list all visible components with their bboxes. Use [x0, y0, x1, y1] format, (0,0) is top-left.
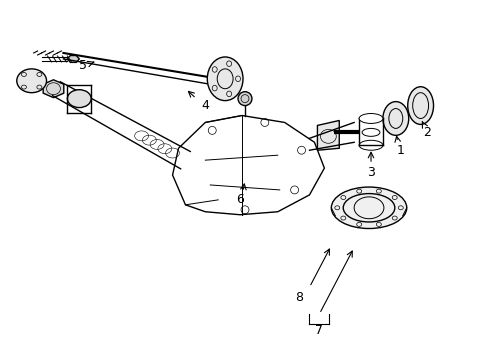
Ellipse shape	[407, 87, 433, 125]
Ellipse shape	[331, 187, 406, 229]
Polygon shape	[43, 80, 63, 98]
Text: 6: 6	[236, 193, 244, 206]
Text: 1: 1	[396, 144, 404, 157]
Text: 4: 4	[201, 99, 209, 112]
Text: 8: 8	[295, 291, 303, 303]
Ellipse shape	[207, 57, 243, 100]
Text: 3: 3	[366, 166, 374, 179]
Ellipse shape	[358, 113, 382, 123]
Text: 5: 5	[79, 59, 87, 72]
Text: 2: 2	[422, 126, 429, 139]
Ellipse shape	[17, 69, 46, 93]
Polygon shape	[67, 55, 79, 62]
Ellipse shape	[382, 102, 408, 135]
Ellipse shape	[67, 90, 91, 108]
Ellipse shape	[238, 92, 251, 105]
Polygon shape	[172, 116, 324, 215]
Polygon shape	[317, 121, 339, 150]
Text: 7: 7	[315, 324, 323, 337]
